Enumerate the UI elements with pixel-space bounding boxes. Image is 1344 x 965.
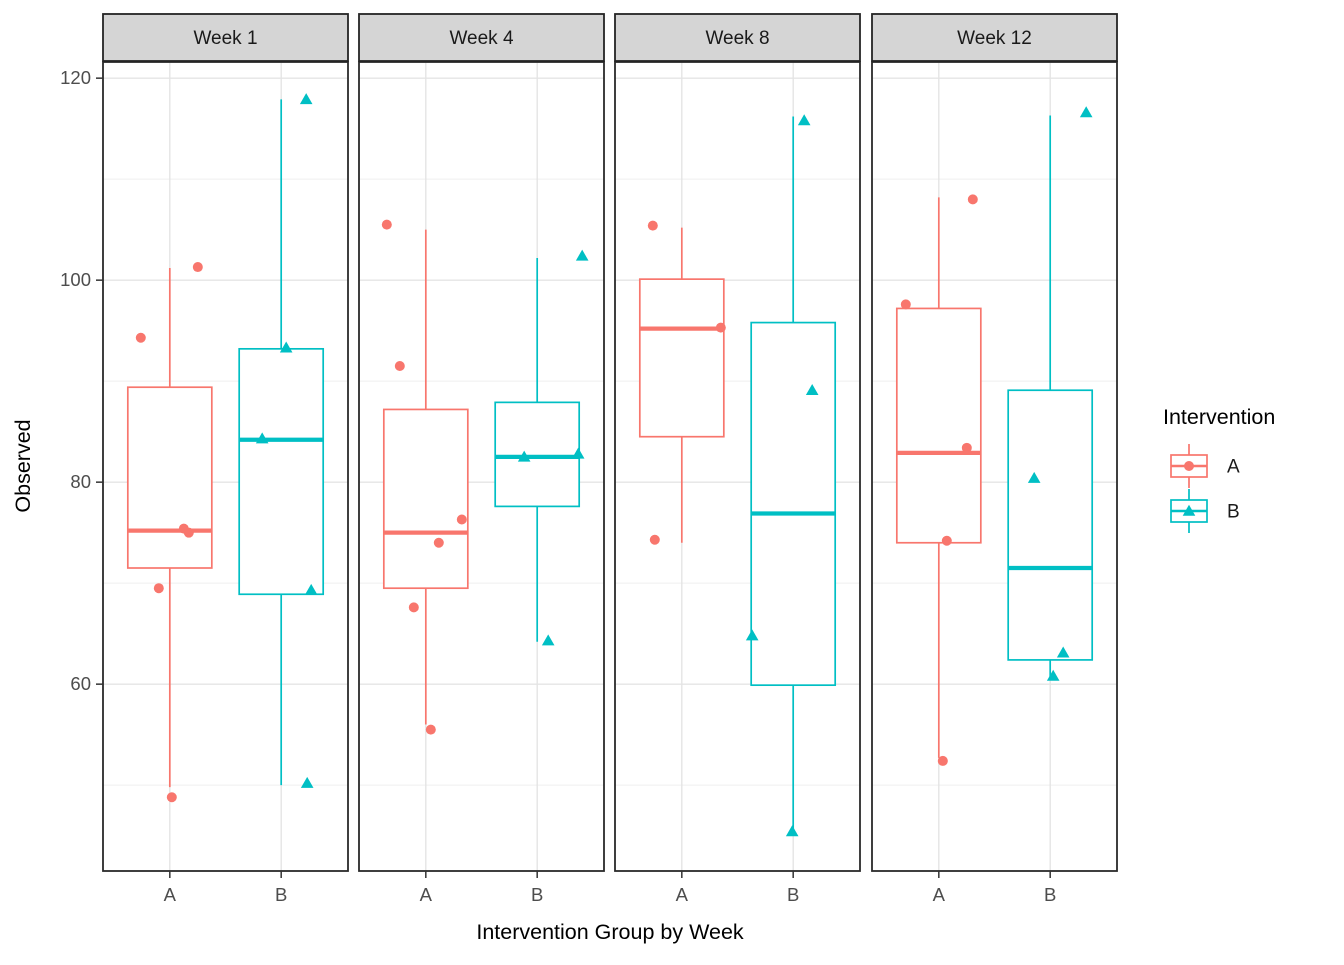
- legend-glyph-triangle: [1182, 504, 1196, 516]
- data-point-triangle: [1079, 106, 1093, 118]
- x-axis-tick-label: A: [164, 884, 177, 905]
- data-point-triangle: [541, 634, 555, 646]
- panel-border: [358, 61, 605, 872]
- x-axis-tick-label: A: [676, 884, 689, 905]
- x-axis-title: Intervention Group by Week: [476, 920, 744, 944]
- data-point-circle: [649, 534, 660, 545]
- x-axis-tick-label: B: [275, 884, 287, 905]
- x-axis-tick-label: B: [531, 884, 543, 905]
- data-point-triangle: [745, 629, 759, 641]
- facet-strip: [871, 13, 1118, 62]
- data-point-circle: [408, 602, 419, 613]
- box: [895, 307, 982, 544]
- data-point-triangle: [517, 450, 531, 462]
- facet-strip-label: Week 1: [193, 28, 257, 49]
- data-point-circle: [941, 535, 952, 546]
- data-point-circle: [900, 299, 911, 310]
- data-point-triangle: [785, 825, 799, 837]
- data-point-triangle: [575, 249, 589, 261]
- data-point-circle: [715, 322, 726, 333]
- legend: Intervention A B: [1163, 405, 1275, 533]
- facet-week-1: Week 1 A B: [102, 13, 349, 905]
- data-point-circle: [183, 527, 194, 538]
- legend-entry-label: B: [1227, 502, 1240, 523]
- y-axis-tick-label: 100: [60, 269, 91, 290]
- data-point-circle: [967, 194, 978, 205]
- data-point-triangle: [255, 432, 269, 444]
- facet-strip-label: Week 8: [705, 28, 769, 49]
- legend-key-a: [1170, 444, 1208, 488]
- data-point-circle: [456, 514, 467, 525]
- x-axis-tick-label: A: [420, 884, 433, 905]
- boxplot-group-a: [381, 219, 469, 735]
- facet-week-4: Week 4 A B: [358, 13, 605, 905]
- boxplot-group-b: [745, 114, 837, 837]
- legend-title: Intervention: [1163, 405, 1275, 429]
- boxplot-group-b: [238, 93, 325, 788]
- data-point-triangle: [797, 114, 811, 126]
- facet-strip-label: Week 4: [449, 28, 514, 49]
- facet-week-12: Week 12 A B: [871, 13, 1118, 905]
- box: [126, 386, 213, 569]
- box: [638, 278, 725, 438]
- data-point-triangle: [805, 383, 819, 395]
- facet-week-8: Week 8 A B: [614, 13, 861, 905]
- data-point-circle: [394, 361, 405, 372]
- y-axis-tick-label: 80: [70, 471, 91, 492]
- legend-glyph-circle: [1184, 461, 1194, 471]
- data-point-triangle: [300, 776, 314, 788]
- data-point-triangle: [299, 93, 313, 105]
- box: [238, 347, 325, 596]
- data-point-circle: [937, 755, 948, 766]
- data-point-circle: [961, 442, 972, 453]
- data-point-circle: [647, 220, 658, 231]
- x-axis-tick-label: B: [787, 884, 799, 905]
- data-point-circle: [381, 219, 392, 230]
- boxplot-group-b: [1007, 106, 1094, 681]
- legend-key-b: [1170, 489, 1208, 533]
- y-axis-tick-label: 120: [60, 67, 91, 88]
- facet-strip: [614, 13, 861, 62]
- data-point-triangle: [304, 583, 318, 595]
- data-point-triangle: [1027, 471, 1041, 483]
- data-point-circle: [433, 537, 444, 548]
- facet-strip: [358, 13, 605, 62]
- y-axis-title: Observed: [11, 419, 35, 512]
- boxplot-group-a: [895, 194, 982, 766]
- data-point-circle: [166, 792, 177, 803]
- boxplot-group-a: [126, 262, 213, 803]
- data-point-triangle: [571, 447, 585, 459]
- legend-entry-label: A: [1227, 457, 1240, 478]
- x-axis-tick-label: B: [1044, 884, 1056, 905]
- y-axis-tick-label: 60: [70, 673, 91, 694]
- boxplot-group-b: [494, 249, 589, 646]
- panel-border: [102, 61, 349, 872]
- data-point-triangle: [279, 341, 293, 353]
- data-point-circle: [135, 332, 146, 343]
- panel-border: [871, 61, 1118, 872]
- data-point-triangle: [1046, 669, 1060, 681]
- box: [1007, 389, 1094, 661]
- box: [750, 321, 837, 687]
- data-point-triangle: [1056, 646, 1070, 658]
- facet-strip-label: Week 12: [957, 28, 1032, 49]
- data-point-circle: [153, 583, 164, 594]
- panel-border: [614, 61, 861, 872]
- data-point-circle: [192, 262, 203, 273]
- y-axis: 60 80 100 120: [60, 67, 103, 694]
- facet-strip: [102, 13, 349, 62]
- x-axis-tick-label: A: [933, 884, 946, 905]
- boxplot-group-a: [638, 220, 726, 545]
- box: [494, 401, 581, 508]
- data-point-circle: [425, 724, 436, 735]
- box: [382, 408, 469, 590]
